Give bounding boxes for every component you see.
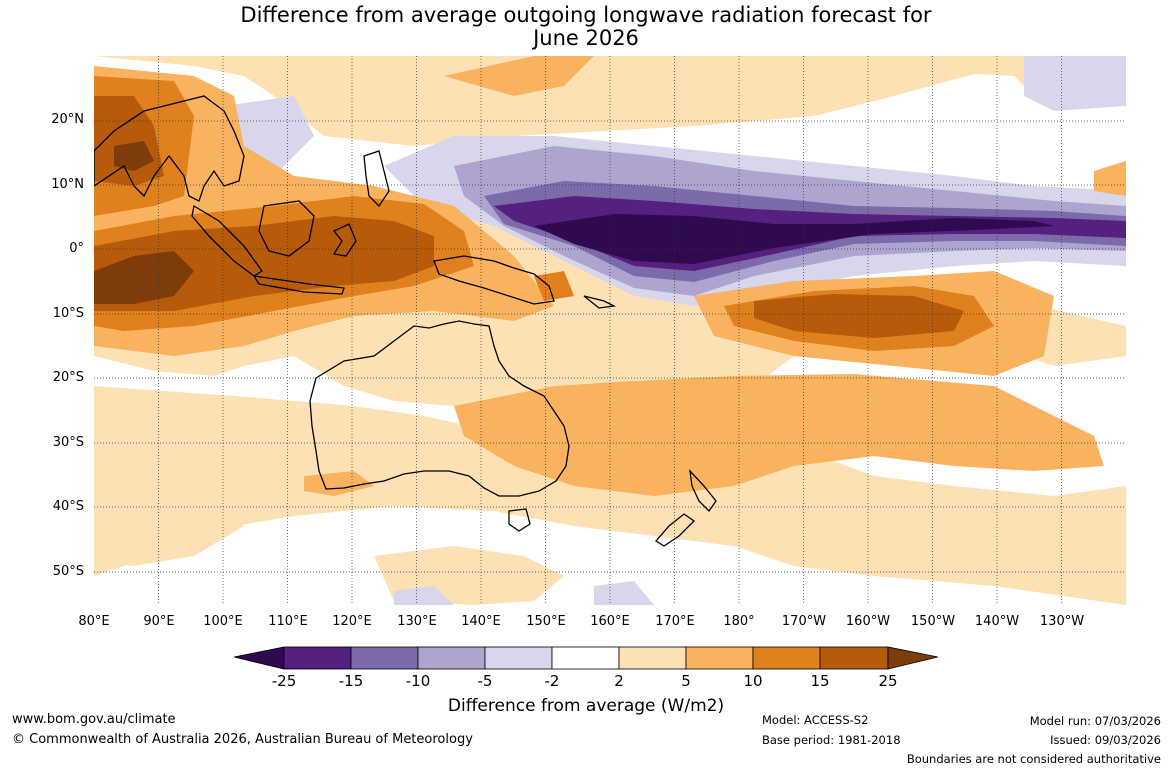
lat-label-30s: 30°S <box>52 435 84 450</box>
lon-label-80e: 80°E <box>78 614 110 629</box>
lon-label-120e: 120°E <box>332 614 372 629</box>
model-run-date: Model run: 07/03/2026 <box>1029 714 1161 728</box>
lon-label-140e: 140°E <box>461 614 501 629</box>
colorbar-tick-minus5: -5 <box>477 672 493 690</box>
colorbar-bin-2-5 <box>618 646 687 670</box>
colorbar-below-min-arrow <box>234 646 285 670</box>
tasmania-coastline <box>508 508 531 532</box>
colorbar-tick-minus25: -25 <box>271 672 297 690</box>
coastlines <box>94 95 717 547</box>
java-coastline <box>252 275 345 295</box>
colorbar-bin-5-10 <box>685 646 754 670</box>
olr-anomaly-map <box>94 56 1126 605</box>
colorbar-tick-10: 10 <box>743 672 763 690</box>
lat-label-0: 0° <box>69 241 84 256</box>
colorbar-bin-15-25 <box>819 646 889 670</box>
colorbar-bin-minus10-minus5 <box>417 646 486 670</box>
solomon-islands-coastline <box>583 295 617 309</box>
colorbar-tick-minus15: -15 <box>338 672 364 690</box>
lon-label-110e: 110°E <box>268 614 308 629</box>
lat-label-40s: 40°S <box>52 499 84 514</box>
colorbar-bin-minus15-minus10 <box>350 646 419 670</box>
philippines-coastline <box>363 150 390 208</box>
colorbar-tick-2: 2 <box>614 672 624 690</box>
lon-label-170w: 170°W <box>781 614 827 629</box>
lon-label-150e: 150°E <box>526 614 566 629</box>
copyright-text: © Commonwealth of Australia 2026, Austra… <box>12 732 473 747</box>
lon-label-150w: 150°W <box>910 614 956 629</box>
lon-label-160e: 160°E <box>590 614 630 629</box>
new-zealand-coastline <box>655 469 717 547</box>
lon-label-130e: 130°E <box>397 614 437 629</box>
colorbar-tick-minus2: -2 <box>544 672 560 690</box>
colorbar-above-max-arrow <box>887 646 938 670</box>
lon-label-100e: 100°E <box>203 614 243 629</box>
lat-label-10s: 10°S <box>52 306 84 321</box>
lat-label-20n: 20°N <box>51 112 84 127</box>
colorbar-tick-25: 25 <box>878 672 898 690</box>
colorbar-tick-15: 15 <box>810 672 830 690</box>
lon-label-160w: 160°W <box>845 614 891 629</box>
anomaly-below-minus-25-field <box>534 214 1054 264</box>
sulawesi-coastline <box>332 223 357 257</box>
borneo-coastline <box>258 200 315 257</box>
new-guinea-coastline <box>433 255 555 305</box>
indochina-coastline <box>94 95 245 202</box>
colorbar-bin-minus5-minus2 <box>484 646 553 670</box>
lon-label-170e: 170°E <box>655 614 695 629</box>
title-line-1: Difference from average outgoing longwav… <box>240 3 932 27</box>
chart-title: Difference from average outgoing longwav… <box>0 4 1173 50</box>
lat-label-20s: 20°S <box>52 370 84 385</box>
lon-label-90e: 90°E <box>143 614 175 629</box>
australia-coastline <box>309 320 570 497</box>
colorbar-title: Difference from average (W/m2) <box>447 696 725 716</box>
lon-label-140w: 140°W <box>974 614 1020 629</box>
colorbar-tick-minus10: -10 <box>405 672 431 690</box>
lon-label-130w: 130°W <box>1039 614 1085 629</box>
lon-label-180: 180° <box>723 614 755 629</box>
colorbar-bin-10-15 <box>752 646 821 670</box>
colorbar-legend <box>234 646 938 670</box>
issued-date: Issued: 09/03/2026 <box>1050 733 1161 747</box>
lat-label-50s: 50°S <box>52 564 84 579</box>
website-link[interactable]: www.bom.gov.au/climate <box>12 712 176 727</box>
colorbar-bin-minus2-2 <box>551 646 620 670</box>
title-line-2: June 2026 <box>533 26 639 50</box>
model-name: Model: ACCESS-S2 <box>762 713 869 727</box>
colorbar-bin-minus25-minus15 <box>283 646 352 670</box>
graticule <box>94 56 1126 605</box>
anomaly-above-25-field <box>94 141 194 304</box>
base-period: Base period: 1981-2018 <box>762 733 901 747</box>
boundaries-disclaimer: Boundaries are not considered authoritat… <box>906 752 1161 766</box>
colorbar-tick-5: 5 <box>681 672 691 690</box>
lat-label-10n: 10°N <box>51 177 84 192</box>
